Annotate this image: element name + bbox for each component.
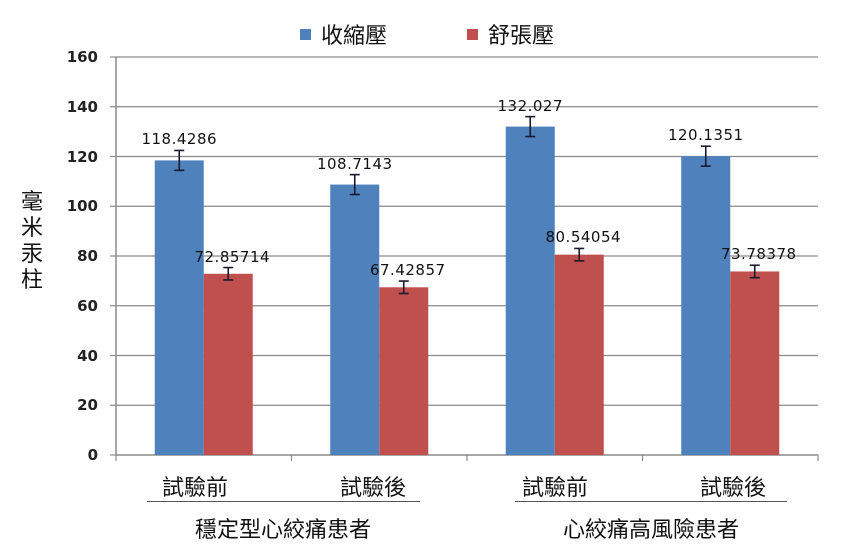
- bar-diastolic: [203, 273, 253, 455]
- legend-swatch-diastolic: [467, 28, 479, 40]
- data-label: 67.42857: [369, 261, 446, 280]
- group-divider-line: [515, 501, 787, 502]
- data-label: 118.4286: [141, 130, 218, 149]
- y-tick-label: 160: [66, 48, 98, 66]
- y-tick-label: 20: [77, 396, 98, 415]
- data-label: 73.78378: [720, 245, 797, 264]
- bar-systolic: [154, 160, 204, 455]
- legend-item-diastolic: 舒張壓: [467, 18, 554, 50]
- bar-diastolic: [554, 254, 604, 455]
- y-tick-label: 140: [66, 97, 98, 116]
- y-tick-label: 40: [77, 346, 98, 365]
- legend-label-diastolic: 舒張壓: [488, 24, 555, 49]
- legend-item-systolic: 收縮壓: [300, 18, 387, 50]
- y-axis-label-char: 汞: [20, 242, 43, 267]
- y-tick-label: 120: [66, 147, 98, 166]
- bar-systolic: [505, 126, 555, 456]
- y-axis-label-char: 柱: [20, 268, 43, 293]
- data-label: 80.54054: [545, 228, 622, 247]
- group-divider-line: [147, 501, 420, 502]
- y-axis-label-char: 米: [20, 216, 43, 241]
- y-tick-label: 100: [66, 197, 98, 216]
- y-tick-label: 60: [77, 296, 98, 315]
- data-label: 120.1351: [667, 126, 744, 145]
- x-category-label: 試驗後: [699, 476, 767, 501]
- y-axis-label-char: 毫: [20, 190, 43, 215]
- x-category-label: 試驗前: [521, 476, 589, 501]
- data-label: 132.027: [497, 96, 564, 115]
- y-tick-label: 80: [77, 247, 98, 265]
- data-label: 72.85714: [194, 247, 271, 266]
- x-category-label: 試驗後: [339, 476, 407, 501]
- bar-diastolic: [730, 271, 780, 455]
- legend-label-systolic: 收縮壓: [321, 24, 388, 49]
- bar-diastolic: [379, 287, 429, 455]
- x-group-label: 穩定型心絞痛患者: [194, 518, 372, 543]
- y-tick-label: 0: [87, 446, 98, 464]
- bar-systolic: [681, 156, 731, 455]
- legend-swatch-systolic: [300, 28, 311, 40]
- x-group-label: 心絞痛高風險患者: [562, 518, 740, 543]
- bar-systolic: [330, 184, 380, 455]
- y-axis-label: 毫 米 汞 柱: [20, 190, 44, 294]
- data-label: 108.7143: [316, 154, 393, 173]
- x-category-label: 試驗前: [161, 476, 229, 501]
- legend: 收縮壓 舒張壓: [300, 18, 554, 50]
